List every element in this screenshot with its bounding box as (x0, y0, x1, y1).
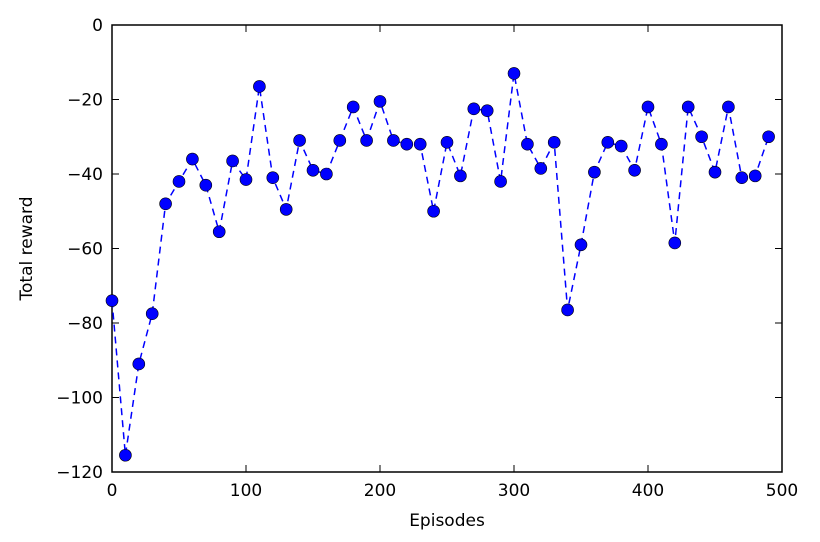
data-point (655, 137, 668, 151)
data-point (641, 100, 655, 114)
data-point (320, 167, 333, 181)
data-point (521, 137, 534, 151)
y-tick-label: 0 (92, 16, 103, 36)
y-tick-label: −100 (56, 389, 103, 409)
y-tick-label: −60 (67, 240, 103, 260)
data-point (119, 448, 132, 462)
series-layer (105, 67, 775, 462)
y-tick-label: −20 (67, 91, 103, 111)
data-point (279, 203, 293, 216)
data-point (427, 204, 440, 218)
x-axis-label: Episodes (409, 511, 485, 531)
data-point (105, 294, 119, 307)
data-point (547, 136, 561, 149)
data-point (373, 95, 387, 108)
data-point (400, 137, 414, 151)
y-tick-label: −40 (67, 165, 103, 185)
x-tick-label: 200 (364, 481, 396, 501)
data-point (614, 139, 628, 153)
x-tick-label: 300 (498, 481, 530, 501)
data-point (226, 154, 239, 168)
data-point (440, 136, 454, 149)
data-point (735, 171, 749, 185)
data-point (346, 100, 360, 114)
data-point (159, 197, 172, 211)
data-point (628, 163, 641, 177)
data-point (186, 152, 199, 166)
series-line (111, 73, 770, 456)
data-point (145, 307, 159, 320)
data-point (454, 169, 467, 183)
y-tick-label: −120 (56, 463, 103, 483)
data-point (239, 173, 253, 186)
data-point (534, 162, 548, 175)
data-point (306, 163, 320, 177)
data-point (172, 175, 186, 188)
data-point (722, 100, 735, 114)
data-point (480, 104, 494, 117)
x-tick-label: 500 (766, 481, 798, 501)
y-tick-label: −80 (67, 314, 103, 334)
data-point (212, 225, 226, 239)
ticks-layer: 0 100 200 300 400 500 0 −20 −40 −60 −80 −100 −120 (56, 16, 798, 501)
data-point (494, 175, 507, 188)
data-point (253, 80, 266, 93)
data-point (507, 67, 521, 80)
data-point (708, 165, 722, 179)
data-point (588, 165, 601, 179)
data-point (293, 134, 306, 147)
y-axis-label: Total reward (17, 197, 37, 302)
data-point (360, 134, 373, 147)
data-point (199, 178, 213, 192)
data-point (413, 137, 427, 151)
data-point (681, 100, 695, 114)
data-point (266, 171, 280, 185)
data-point (561, 303, 574, 317)
data-point (333, 134, 347, 147)
data-point (574, 238, 588, 252)
x-tick-label: 100 (230, 481, 262, 501)
data-point (601, 136, 615, 149)
x-tick-label: 0 (107, 481, 118, 501)
plot-area (111, 24, 783, 473)
data-point (132, 357, 146, 371)
data-point (748, 169, 762, 183)
data-point (668, 236, 682, 250)
data-point (695, 130, 708, 144)
data-point (762, 130, 775, 144)
x-tick-label: 400 (632, 481, 664, 501)
data-point (387, 134, 400, 147)
data-point (467, 102, 481, 116)
